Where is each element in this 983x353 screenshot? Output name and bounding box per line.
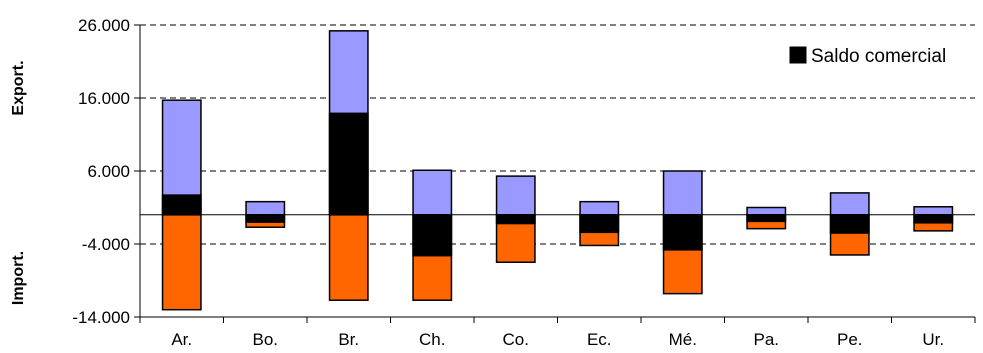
x-tick-label: Ec. (587, 330, 612, 349)
bar-balance (328, 112, 369, 216)
bar-balance (662, 214, 703, 251)
x-tick-label: Ur. (922, 330, 944, 349)
y-tick-label: 6.000 (87, 162, 130, 181)
legend: Saldo comercial (789, 46, 946, 67)
y-tick-label: -14.000 (72, 308, 130, 327)
y-tick-label: 26.000 (78, 16, 130, 35)
bar-export (913, 206, 954, 216)
y-tick-label: 16.000 (78, 89, 130, 108)
axes (134, 24, 976, 323)
x-tick-label: Ch. (419, 330, 445, 349)
x-tick-label: Co. (503, 330, 529, 349)
legend-swatch-saldo (789, 46, 807, 64)
y-axis-label-import: Import. (10, 251, 27, 305)
y-tick-labels: 26.000 16.000 6.000 -4.000 -14.000 (72, 16, 130, 327)
bar-balance (829, 214, 870, 234)
legend-label-saldo: Saldo comercial (811, 46, 946, 67)
x-tick-label: Bo. (252, 330, 278, 349)
bar-export (579, 200, 620, 216)
x-tick-label: Pe. (837, 330, 863, 349)
bar-export (412, 169, 453, 216)
y-tick-label: -4.000 (82, 235, 130, 254)
x-tick-labels: Ar. Bo. Br. Ch. Co. Ec. Mé. Pa. Pe. Ur. (171, 330, 944, 349)
bar-export (245, 200, 286, 216)
bar-balance (245, 214, 286, 223)
y-axis-label-export: Export. (10, 60, 27, 115)
bar-balance (579, 214, 620, 234)
bar-export (746, 206, 787, 216)
x-tick-label: Br. (338, 330, 359, 349)
bar-import (161, 214, 202, 311)
x-tick-label: Ar. (171, 330, 192, 349)
x-tick-label: Pa. (753, 330, 779, 349)
bar-export (829, 192, 870, 216)
bar-import (328, 214, 369, 301)
bar-export (662, 170, 703, 216)
x-tick-label: Mé. (669, 330, 697, 349)
bar-balance (495, 214, 536, 225)
bars (161, 30, 954, 311)
bar-balance (161, 194, 202, 216)
bar-balance (913, 214, 954, 224)
bar-balance (746, 214, 787, 223)
bar-balance (412, 214, 453, 257)
bar-export (495, 175, 536, 216)
